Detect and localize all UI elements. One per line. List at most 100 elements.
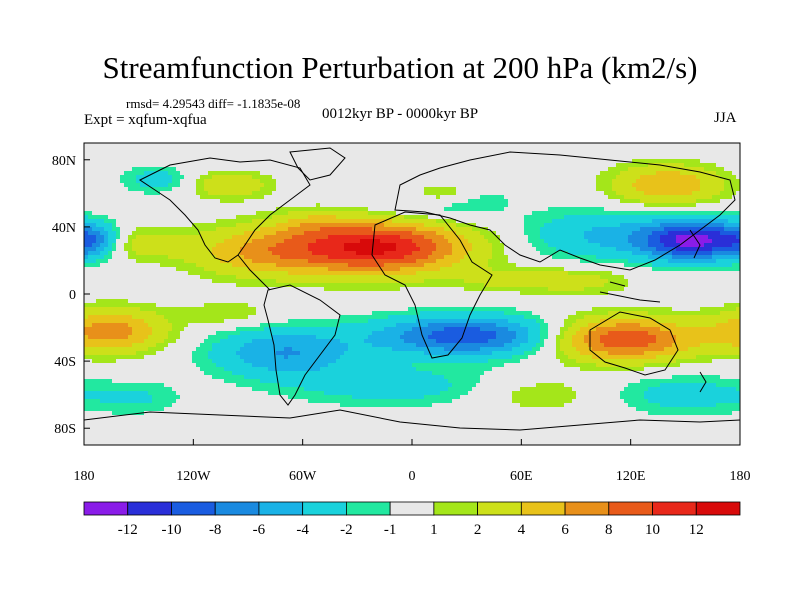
- heatmap-cell: [468, 191, 473, 196]
- heatmap-cell: [220, 179, 225, 184]
- heatmap-cell: [624, 211, 629, 216]
- heatmap-cell: [256, 155, 261, 160]
- heatmap-cell: [124, 259, 129, 264]
- heatmap-cell: [148, 151, 153, 156]
- heatmap-cell: [204, 243, 209, 248]
- heatmap-cell: [680, 171, 685, 176]
- heatmap-cell: [304, 215, 309, 220]
- heatmap-cell: [400, 147, 405, 152]
- heatmap-cell: [400, 159, 405, 164]
- heatmap-cell: [636, 239, 641, 244]
- heatmap-cell: [656, 219, 661, 224]
- heatmap-cell: [240, 263, 245, 268]
- heatmap-cell: [452, 179, 457, 184]
- heatmap-cell: [380, 227, 385, 232]
- heatmap-cell: [528, 147, 533, 152]
- heatmap-cell: [696, 167, 701, 172]
- heatmap-cell: [224, 247, 229, 252]
- heatmap-cell: [272, 235, 277, 240]
- heatmap-cell: [440, 171, 445, 176]
- heatmap-cell: [636, 147, 641, 152]
- heatmap-cell: [596, 259, 601, 264]
- heatmap-cell: [100, 163, 105, 168]
- heatmap-cell: [416, 175, 421, 180]
- heatmap-cell: [712, 215, 717, 220]
- heatmap-cell: [432, 159, 437, 164]
- heatmap-cell: [472, 227, 477, 232]
- heatmap-cell: [544, 219, 549, 224]
- heatmap-cell: [304, 187, 309, 192]
- heatmap-cell: [520, 207, 525, 212]
- heatmap-cell: [252, 211, 257, 216]
- heatmap-cell: [736, 243, 740, 248]
- heatmap-cell: [664, 223, 669, 228]
- heatmap-cell: [368, 191, 373, 196]
- heatmap-cell: [252, 163, 257, 168]
- heatmap-cell: [668, 167, 673, 172]
- heatmap-cell: [200, 235, 205, 240]
- heatmap-cell: [128, 199, 133, 204]
- heatmap-cell: [576, 191, 581, 196]
- heatmap-cell: [708, 163, 713, 168]
- heatmap-cell: [652, 151, 657, 156]
- heatmap-cell: [144, 255, 149, 260]
- heatmap-cell: [252, 175, 257, 180]
- heatmap-cell: [528, 175, 533, 180]
- heatmap-cell: [268, 155, 273, 160]
- heatmap-cell: [428, 247, 433, 252]
- heatmap-cell: [296, 255, 301, 260]
- heatmap-cell: [484, 171, 489, 176]
- heatmap-cell: [344, 151, 349, 156]
- heatmap-cell: [584, 159, 589, 164]
- heatmap-cell: [624, 183, 629, 188]
- heatmap-cell: [708, 155, 713, 160]
- heatmap-cell: [628, 143, 633, 148]
- heatmap-cell: [712, 147, 717, 152]
- heatmap-cell: [468, 195, 473, 200]
- heatmap-cell: [528, 195, 533, 200]
- heatmap-cell: [148, 215, 153, 220]
- heatmap-cell: [132, 183, 137, 188]
- heatmap-cell: [272, 167, 277, 172]
- heatmap-cell: [148, 259, 153, 264]
- heatmap-cell: [632, 143, 637, 148]
- heatmap-cell: [328, 263, 333, 268]
- heatmap-cell: [124, 175, 129, 180]
- heatmap-cell: [556, 247, 561, 252]
- heatmap-cell: [592, 223, 597, 228]
- heatmap-cell: [336, 187, 341, 192]
- heatmap-cell: [136, 259, 141, 264]
- heatmap-cell: [116, 191, 121, 196]
- heatmap-cell: [244, 215, 249, 220]
- heatmap-cell: [696, 179, 701, 184]
- heatmap-cell: [248, 151, 253, 156]
- heatmap-cell: [336, 255, 341, 260]
- heatmap-cell: [568, 239, 573, 244]
- heatmap-cell: [316, 203, 321, 208]
- heatmap-cell: [656, 147, 661, 152]
- heatmap-cell: [632, 155, 637, 160]
- heatmap-cell: [316, 215, 321, 220]
- heatmap-cell: [636, 203, 641, 208]
- heatmap-cell: [204, 219, 209, 224]
- heatmap-cell: [480, 239, 485, 244]
- heatmap-cell: [728, 171, 733, 176]
- heatmap-cell: [156, 211, 161, 216]
- heatmap-cell: [396, 159, 401, 164]
- heatmap-cell: [400, 227, 405, 232]
- heatmap-cell: [532, 219, 537, 224]
- heatmap-cell: [496, 199, 501, 204]
- heatmap-cell: [368, 259, 373, 264]
- heatmap-cell: [192, 191, 197, 196]
- heatmap-cell: [532, 143, 537, 148]
- heatmap-cell: [460, 247, 465, 252]
- heatmap-cell: [364, 203, 369, 208]
- heatmap-cell: [308, 259, 313, 264]
- heatmap-cell: [556, 215, 561, 220]
- heatmap-cell: [488, 215, 493, 220]
- heatmap-cell: [696, 223, 701, 228]
- heatmap-cell: [672, 207, 677, 212]
- heatmap-cell: [316, 195, 321, 200]
- heatmap-cell: [672, 231, 677, 236]
- heatmap-cell: [628, 151, 633, 156]
